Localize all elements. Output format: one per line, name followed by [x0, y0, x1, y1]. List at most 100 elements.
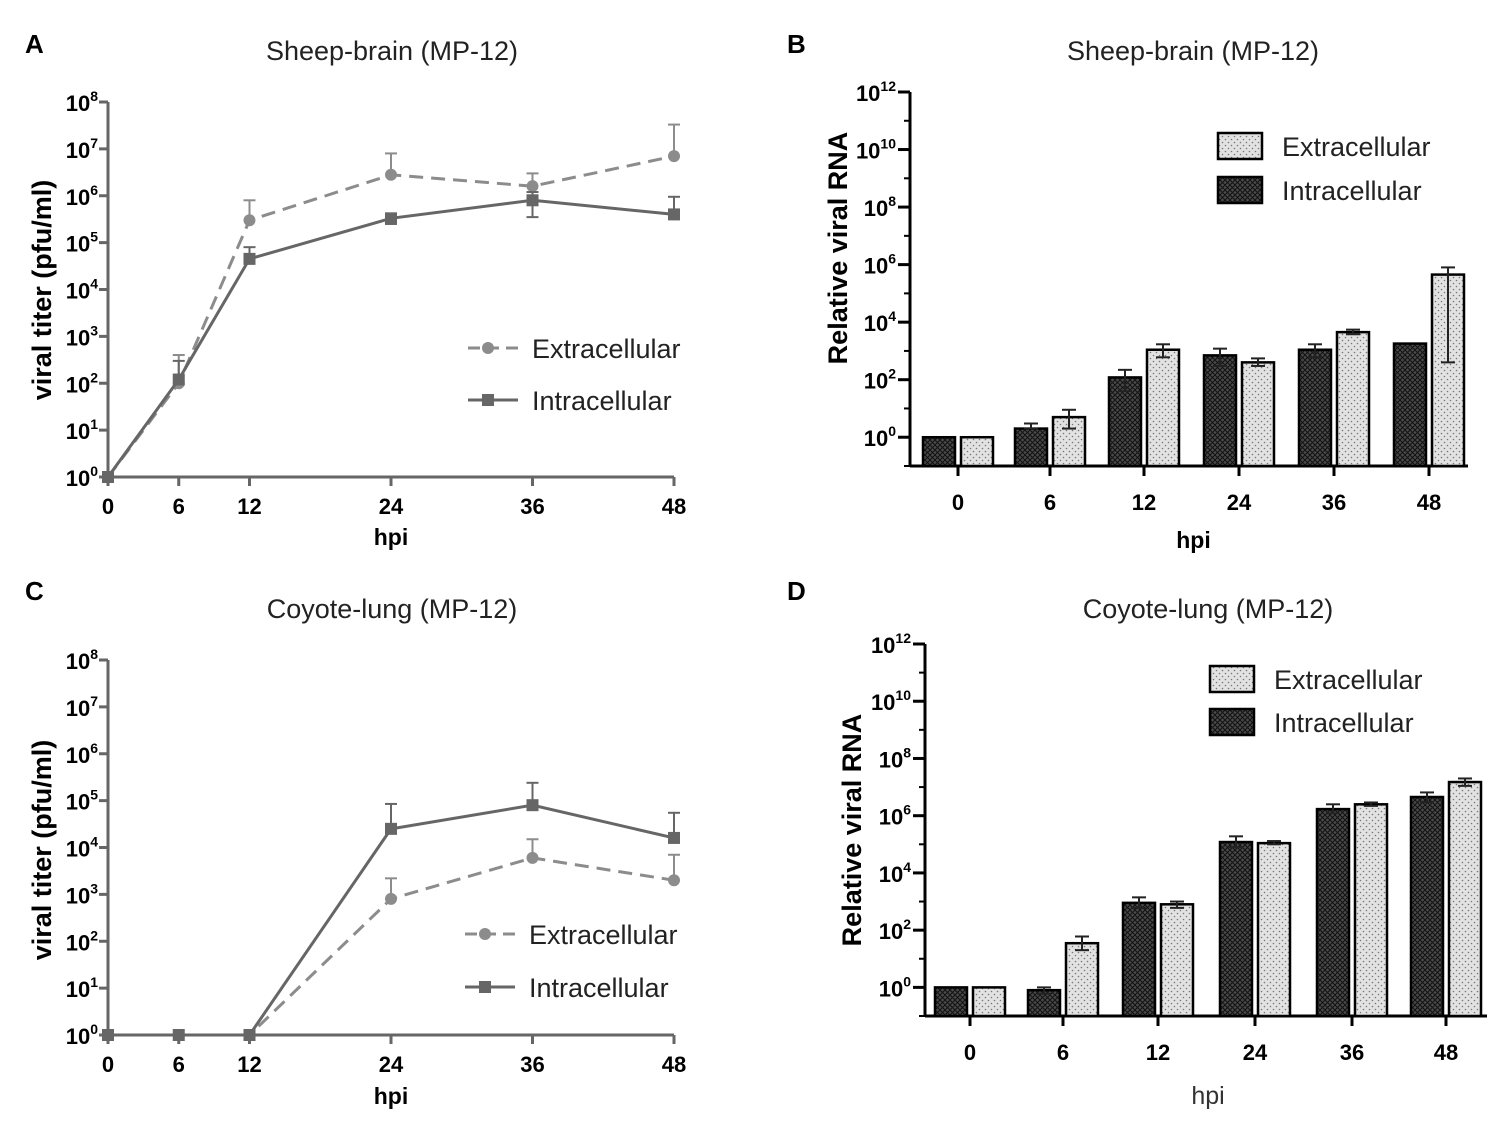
- bar-group: [1145, 343, 1181, 468]
- legend-item: Intracellular: [465, 973, 669, 1003]
- legend-item: Extracellular: [1216, 131, 1431, 162]
- chart-title: Sheep-brain (MP-12): [1067, 36, 1319, 66]
- panel-label: C: [25, 576, 44, 606]
- bar-group: [1218, 835, 1254, 1018]
- bar-group: [1256, 840, 1292, 1018]
- x-tick-label: 24: [1243, 1040, 1268, 1065]
- x-tick-label: 12: [1132, 490, 1156, 515]
- bar: [1256, 841, 1292, 1018]
- x-tick-label: 36: [520, 494, 544, 519]
- bar-group: [1447, 777, 1483, 1018]
- bar: [1409, 795, 1445, 1018]
- bar-group: [959, 435, 995, 468]
- y-tick-label: 105: [66, 229, 98, 257]
- y-tick-label: 102: [66, 927, 98, 955]
- y-axis-label: Relative viral RNA: [823, 132, 853, 365]
- y-tick-label: 1010: [856, 136, 896, 164]
- x-tick-label: 0: [102, 1052, 114, 1077]
- bar-group: [1297, 343, 1333, 468]
- bar-group: [1315, 803, 1351, 1018]
- y-tick-label: 100: [864, 423, 896, 451]
- y-tick-label: 102: [864, 366, 896, 394]
- chart-c: C Coyote-lung (MP-12) viral titer (pfu/ml)…: [25, 576, 686, 1109]
- legend-item: Extracellular: [468, 334, 681, 364]
- x-axis-label: hpi: [374, 524, 409, 550]
- bar: [1159, 903, 1195, 1018]
- y-tick-label: 100: [879, 973, 911, 1001]
- x-tick-label: 6: [1057, 1040, 1069, 1065]
- data-point: [668, 208, 680, 221]
- x-tick-label: 48: [1434, 1040, 1458, 1065]
- data-point: [385, 212, 397, 225]
- x-tick-label: 24: [379, 494, 404, 519]
- data-point: [385, 822, 397, 835]
- x-tick-label: 6: [173, 1052, 185, 1077]
- y-tick-label: 103: [66, 322, 98, 350]
- series-intracellular: [102, 781, 680, 1041]
- bar-group: [1064, 935, 1100, 1018]
- legend-label: Extracellular: [529, 920, 678, 950]
- data-point: [526, 851, 539, 864]
- panel-label: A: [25, 29, 44, 59]
- legend-item: Extracellular: [465, 920, 678, 950]
- x-tick-label: 36: [1340, 1040, 1364, 1065]
- y-tick-label: 102: [879, 916, 911, 944]
- series-intracellular: [102, 191, 680, 483]
- x-tick-label: 48: [662, 1052, 686, 1077]
- bar-group: [1409, 791, 1445, 1018]
- bar-group: [921, 435, 957, 468]
- legend-label: Intracellular: [532, 386, 672, 416]
- bar: [1315, 807, 1351, 1018]
- legend-item: Intracellular: [1208, 707, 1414, 738]
- bar: [1145, 348, 1181, 468]
- bar: [1335, 330, 1371, 468]
- x-tick-label: 36: [520, 1052, 544, 1077]
- y-tick-label: 101: [66, 974, 98, 1002]
- data-point: [102, 1029, 114, 1041]
- y-tick-label: 108: [66, 646, 98, 674]
- panel-label: B: [787, 29, 806, 59]
- bar: [959, 435, 995, 468]
- data-point: [526, 180, 539, 193]
- data-point: [172, 373, 185, 386]
- x-tick-label: 48: [1417, 490, 1441, 515]
- legend-item: Intracellular: [468, 386, 672, 416]
- y-tick-label: 104: [879, 859, 911, 887]
- bar-group: [971, 986, 1007, 1018]
- series-line: [106, 198, 675, 478]
- legend-item: Intracellular: [1216, 175, 1422, 206]
- series-line: [108, 803, 675, 1037]
- x-axis-label: hpi: [374, 1083, 409, 1109]
- bar: [921, 435, 957, 468]
- bar-group: [1121, 896, 1157, 1018]
- data-point: [385, 892, 397, 905]
- bar: [933, 986, 969, 1018]
- data-point: [102, 471, 114, 483]
- bar: [1353, 803, 1389, 1018]
- legend-label: Intracellular: [529, 973, 669, 1003]
- y-tick-label: 104: [66, 834, 98, 862]
- x-tick-label: 48: [662, 494, 686, 519]
- bar-group: [1335, 328, 1371, 468]
- y-tick-label: 108: [864, 193, 896, 221]
- y-tick-label: 104: [864, 308, 896, 336]
- legend-marker: [479, 981, 491, 993]
- panel-label: D: [787, 576, 806, 606]
- legend-marker: [482, 394, 494, 406]
- legend-label: Intracellular: [1282, 176, 1422, 206]
- y-tick-label: 102: [66, 369, 98, 397]
- bar-group: [1159, 900, 1195, 1018]
- legend-swatch: [1208, 707, 1256, 737]
- y-axis-label: viral titer (pfu/ml): [27, 180, 57, 401]
- legend-marker: [479, 928, 491, 940]
- bar-group: [1353, 801, 1389, 1018]
- data-point: [243, 1029, 256, 1041]
- legend-swatch: [1208, 664, 1256, 694]
- chart-title: Sheep-brain (MP-12): [266, 36, 518, 66]
- x-tick-label: 6: [173, 494, 185, 519]
- chart-title: Coyote-lung (MP-12): [1083, 594, 1334, 624]
- x-tick-label: 6: [1044, 490, 1056, 515]
- y-tick-label: 104: [66, 276, 98, 304]
- legend-swatch: [1216, 175, 1264, 205]
